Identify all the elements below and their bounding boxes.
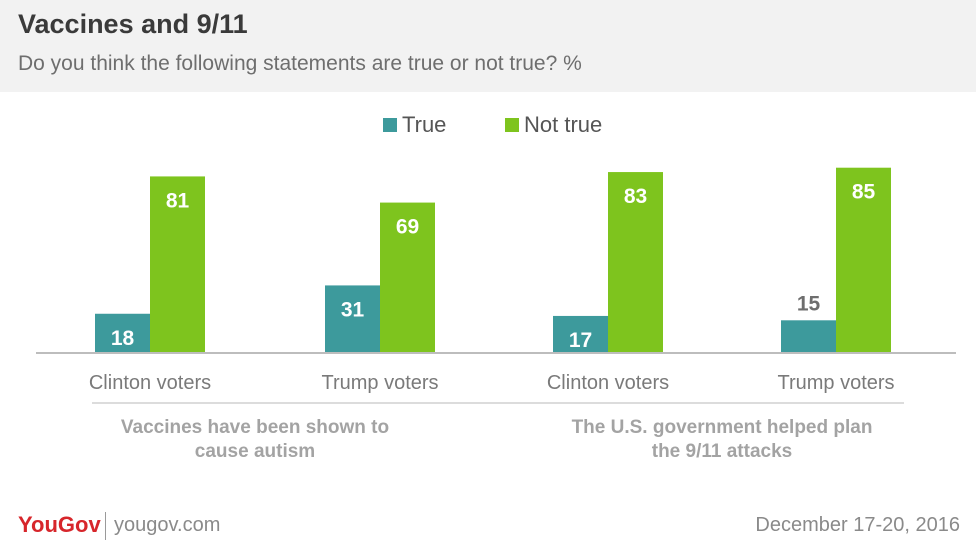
group-label: the 9/11 attacks (652, 441, 792, 462)
value-label: 85 (852, 181, 876, 204)
header-band: Vaccines and 9/11 Do you think the follo… (0, 0, 976, 92)
value-label: 69 (396, 216, 419, 239)
bar-chart: True Not true 18 81 31 69 17 83 15 85 Clinton vote… (36, 112, 956, 462)
legend-label-not-true: Not true (524, 112, 602, 137)
footer-url: yougov.com (114, 514, 221, 536)
bar-not-true (608, 172, 663, 353)
value-label: 31 (341, 298, 365, 321)
bar-true (781, 320, 836, 353)
category-label: Clinton voters (89, 372, 211, 394)
legend-swatch-not-true (505, 118, 519, 132)
value-label: 83 (624, 185, 647, 208)
group-label: cause autism (195, 441, 315, 462)
value-label: 15 (797, 292, 821, 315)
category-label: Trump voters (777, 372, 894, 394)
category-label: Trump voters (321, 372, 438, 394)
footer-divider (105, 512, 106, 540)
category-label: Clinton voters (547, 372, 669, 394)
chart-title: Vaccines and 9/11 (18, 9, 248, 39)
chart-subtitle: Do you think the following statements ar… (18, 52, 582, 75)
group-label: The U.S. government helped plan (572, 417, 873, 438)
legend-swatch-true (383, 118, 397, 132)
group-label: Vaccines have been shown to (121, 417, 389, 438)
bar-true (95, 313, 150, 353)
bar-not-true (380, 202, 435, 353)
bar-true (325, 285, 380, 353)
yougov-logo: YouGov (18, 512, 101, 537)
legend-label-true: True (402, 112, 446, 137)
bar-true (553, 315, 608, 353)
bar-not-true (836, 167, 891, 353)
bar-not-true (150, 176, 205, 353)
value-label: 17 (569, 329, 592, 352)
value-label: 18 (111, 327, 135, 350)
footer-date: December 17-20, 2016 (755, 514, 960, 536)
value-label: 81 (166, 189, 190, 212)
